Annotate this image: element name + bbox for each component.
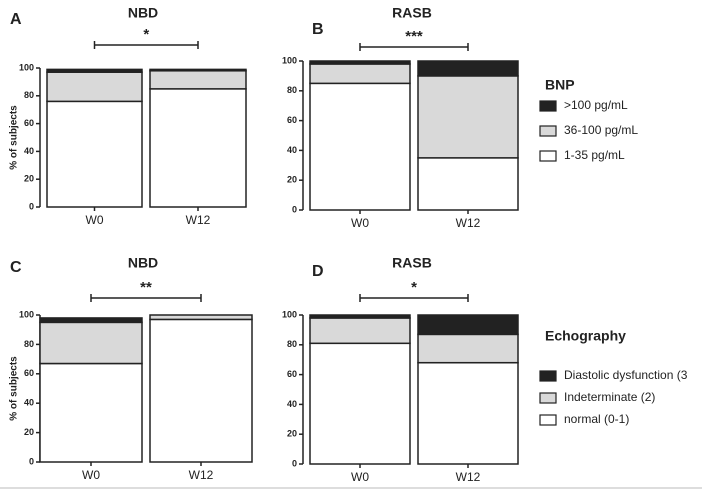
significance-label: * [411, 279, 417, 296]
panel-label: D [312, 263, 324, 280]
bar-segment [149, 68, 247, 72]
significance-label: ** [140, 279, 152, 296]
x-tick-label: W12 [456, 470, 481, 484]
y-tick-label: 100 [282, 309, 297, 319]
significance-bracket [359, 43, 469, 51]
bar-segment [46, 100, 143, 208]
bar-segment [309, 342, 411, 465]
x-tick-label: W0 [86, 213, 104, 227]
bar-segment [309, 63, 411, 85]
significance-bracket [93, 41, 199, 49]
chart-title: RASB [392, 5, 432, 21]
bar-segment [417, 157, 519, 211]
bar-segment [39, 321, 143, 365]
chart-title: NBD [128, 5, 158, 21]
bar-segment [309, 82, 411, 211]
x-tick-label: W0 [351, 470, 369, 484]
x-tick-label: W0 [351, 216, 369, 230]
bar-segment [46, 68, 143, 73]
y-axis-label: % of subjects [9, 105, 20, 170]
legend-swatch [539, 392, 557, 404]
significance-label: * [143, 26, 149, 43]
bar-segment [309, 60, 411, 65]
legend-label: Diastolic dysfunction (3 [564, 368, 688, 382]
x-tick-label: W12 [456, 216, 481, 230]
legend-label: Indeterminate (2) [564, 390, 655, 404]
y-tick-label: 100 [19, 62, 34, 72]
bar-segment [39, 317, 143, 324]
x-tick-label: W12 [186, 213, 211, 227]
panel-label: A [10, 11, 22, 28]
y-tick-label: 40 [24, 398, 34, 408]
bar-segment [417, 60, 519, 77]
legend-swatch [539, 125, 557, 137]
significance-label: *** [405, 28, 423, 45]
bar-segment [149, 318, 253, 463]
y-tick-label: 0 [29, 201, 34, 211]
y-tick-label: 0 [29, 456, 34, 466]
bar-segment [417, 75, 519, 159]
bar-segment [309, 317, 411, 345]
y-tick-label: 0 [292, 458, 297, 468]
y-tick-label: 40 [287, 145, 297, 155]
legend-swatch [539, 100, 557, 112]
y-tick-label: 100 [19, 309, 34, 319]
legend-title: BNP [545, 77, 575, 93]
bar-segment [417, 314, 519, 336]
legend-label: 1-35 pg/mL [564, 148, 625, 162]
y-tick-label: 60 [24, 118, 34, 128]
legend-label: 36-100 pg/mL [564, 123, 638, 137]
bar-segment [417, 333, 519, 364]
legend-swatch [539, 150, 557, 162]
panel-label: C [10, 259, 22, 276]
bar-segment [417, 361, 519, 465]
y-tick-label: 60 [287, 369, 297, 379]
y-tick-label: 80 [287, 85, 297, 95]
y-tick-label: 20 [287, 429, 297, 439]
bar-segment [149, 314, 253, 321]
y-tick-label: 80 [24, 339, 34, 349]
y-tick-label: 40 [287, 399, 297, 409]
bar-segment [39, 362, 143, 463]
legend-swatch [539, 414, 557, 426]
legend-label: >100 pg/mL [564, 98, 628, 112]
y-tick-label: 40 [24, 146, 34, 156]
bar-segment [309, 314, 411, 319]
y-tick-label: 60 [287, 115, 297, 125]
y-tick-label: 0 [292, 204, 297, 214]
significance-bracket [359, 294, 469, 302]
bar-segment [149, 88, 247, 208]
x-tick-label: W0 [82, 468, 100, 482]
significance-bracket [90, 294, 202, 302]
y-tick-label: 20 [24, 427, 34, 437]
x-tick-label: W12 [189, 468, 214, 482]
legend-label: normal (0-1) [564, 412, 629, 426]
y-tick-label: 20 [287, 175, 297, 185]
y-tick-label: 60 [24, 368, 34, 378]
legend-swatch [539, 370, 557, 382]
bar-segment [46, 71, 143, 103]
y-tick-label: 80 [287, 339, 297, 349]
legend-title: Echography [545, 328, 626, 344]
y-tick-label: 100 [282, 55, 297, 65]
y-tick-label: 80 [24, 90, 34, 100]
bar-segment [149, 70, 247, 90]
y-axis-label: % of subjects [9, 356, 20, 421]
chart-title: RASB [392, 255, 432, 271]
panel-label: B [312, 21, 324, 38]
y-tick-label: 20 [24, 174, 34, 184]
chart-title: NBD [128, 255, 158, 271]
